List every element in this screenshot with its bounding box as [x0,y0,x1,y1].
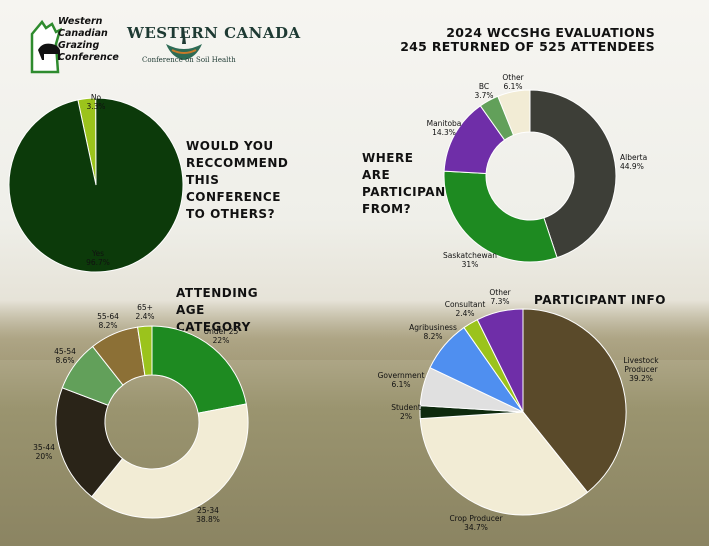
page-header: 2024 WCCSHG EVALUATIONS 245 RETURNED OF … [400,26,655,54]
wccsh-logo-title: WESTERN CANADA [127,24,301,42]
participant-chart [419,308,627,516]
participant-label-agribusiness: Agribusiness 8.2% [409,323,457,341]
age-slice-25-34 [91,403,249,519]
age-label-65: 65+ 2.4% [135,303,154,321]
origin-chart [443,89,617,263]
origin-slice-other [497,89,531,136]
origin-label-manitoba: Manitoba 14.3% [427,119,462,137]
origin-label-saskatchewan: Saskatchewan 31% [443,251,497,269]
recommend-slice-yes [8,97,184,273]
participant-label-consultant: Consultant 2.4% [445,300,486,318]
header-title: 2024 WCCSHG EVALUATIONS [446,25,655,40]
age-label-25-34: 25-34 38.8% [196,506,220,524]
age-title: ATTENDING AGE CATEGORY [176,286,259,334]
age-label-45-54: 45-54 8.6% [54,347,76,365]
participant-label-other: Other 7.3% [489,288,511,306]
recommend-label-no: No 3.3% [86,93,105,111]
origin-label-bc: BC 3.7% [474,82,493,100]
origin-title: WHERE ARE PARTICIPANTS FROM? [362,151,464,216]
age-label-55-64: 55-64 8.2% [97,312,119,330]
age-chart [55,325,249,519]
origin-slice-saskatchewan [443,170,558,263]
recommend-chart [8,97,184,273]
origin-slice-alberta [529,89,617,259]
age-slice-65 [137,325,153,377]
age-label-35-44: 35-44 20% [33,443,55,461]
participant-title: PARTICIPANT INFO [534,293,666,307]
participant-slice-livestock-producer [522,308,627,494]
recommend-title: WOULD YOU RECCOMMEND THIS CONFERENCE TO … [186,139,289,221]
recommend-label-yes: Yes 96.7% [86,249,110,267]
participant-slice-other [476,308,524,413]
age-label-under-25: Under 25 22% [204,327,239,345]
wccsh-logo-subtitle: Conference on Soil Health [142,56,236,64]
origin-label-alberta: Alberta 44.9% [620,153,647,171]
wccsh-logo [166,28,202,60]
origin-label-other: Other 6.1% [502,73,524,91]
wcgc-logo [30,19,62,74]
age-slice-under-25 [151,325,247,414]
participant-label-student: Student 2% [391,403,421,421]
participant-label-government: Government 6.1% [378,371,425,389]
participant-label-crop-producer: Crop Producer 34.7% [449,514,503,532]
wcgc-logo-text: Western Canadian Grazing Conference [58,16,119,63]
participant-label-livestock-producer: Livestock Producer 39.2% [623,356,659,383]
header-subtitle: 245 RETURNED OF 525 ATTENDEES [400,39,655,54]
participant-slice-crop-producer [419,411,589,516]
